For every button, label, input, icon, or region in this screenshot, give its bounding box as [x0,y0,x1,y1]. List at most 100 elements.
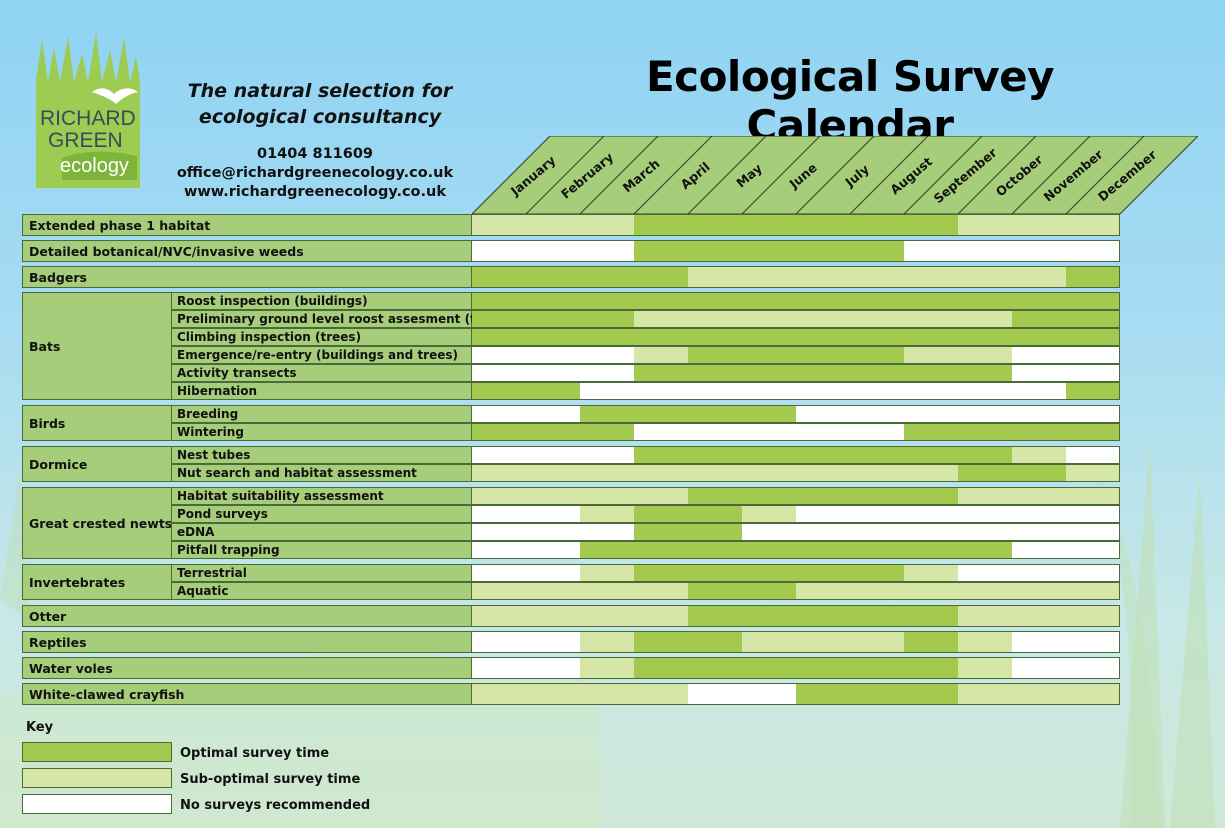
survey-period-suboptimal [472,487,688,505]
survey-period-none [742,523,1120,541]
month-divider [741,136,821,214]
group-label: Bats [22,292,172,400]
month-divider [579,136,659,214]
survey-period-suboptimal [472,605,688,627]
key-swatch-suboptimal [22,768,172,788]
logo-line1: RICHARD [40,107,136,130]
logo-wordmark: RICHARD GREEN [40,108,150,152]
subrow-label: Wintering [171,423,472,441]
subrow-label: Pond surveys [171,505,472,523]
survey-period-none [472,446,634,464]
survey-period-suboptimal [904,346,1012,364]
group-label: Water voles [22,657,472,679]
survey-period-suboptimal [742,631,904,653]
tagline: The natural selection for ecological con… [170,78,470,130]
survey-period-none [472,631,580,653]
survey-period-suboptimal [580,564,634,582]
group-label: Badgers [22,266,472,288]
survey-period-optimal [472,328,1120,346]
survey-period-optimal [688,487,958,505]
survey-period-optimal [634,523,742,541]
survey-period-optimal [1012,310,1120,328]
survey-period-none [472,657,580,679]
survey-period-optimal [1066,382,1120,400]
group-label: Extended phase 1 habitat [22,214,472,236]
survey-period-optimal [904,423,1120,441]
subrow-label: Nut search and habitat assessment [171,464,472,482]
contact-info: 01404 811609 office@richardgreenecology.… [170,145,460,202]
subrow-label: Nest tubes [171,446,472,464]
survey-period-none [472,405,580,423]
survey-period-none [472,505,580,523]
group-label: White-clawed crayfish [22,683,472,705]
survey-period-none [796,405,1120,423]
tagline-line2: ecological consultancy [198,106,442,128]
subrow-label: Hibernation [171,382,472,400]
survey-period-suboptimal [472,214,634,236]
website-link[interactable]: www.richardgreenecology.co.uk [183,184,446,200]
survey-period-optimal [634,564,904,582]
survey-period-none [472,523,634,541]
survey-period-optimal [1066,266,1120,288]
month-divider [1011,136,1091,214]
survey-period-optimal [634,364,1012,382]
survey-period-none [634,423,904,441]
survey-period-suboptimal [958,214,1120,236]
month-divider [1065,136,1145,214]
subrow-label: eDNA [171,523,472,541]
survey-period-none [1012,657,1120,679]
subrow-label: Pitfall trapping [171,541,472,559]
survey-period-suboptimal [472,464,958,482]
survey-period-none [688,683,796,705]
survey-period-optimal [634,240,904,262]
survey-period-none [472,541,580,559]
survey-period-suboptimal [958,605,1120,627]
group-label: Detailed botanical/NVC/invasive weeds [22,240,472,262]
survey-period-suboptimal [1066,464,1120,482]
key-label-optimal: Optimal survey time [180,746,330,761]
survey-period-optimal [688,605,958,627]
key-label-suboptimal: Sub-optimal survey time [180,772,361,787]
survey-period-none [472,364,634,382]
survey-period-optimal [472,423,634,441]
subrow-label: Emergence/re-entry (buildings and trees) [171,346,472,364]
survey-period-optimal [688,582,796,600]
survey-period-none [1012,541,1120,559]
survey-period-optimal [472,266,688,288]
survey-period-none [1066,446,1120,464]
survey-period-none [958,564,1120,582]
subrow-label: Preliminary ground level roost assesment… [171,310,511,328]
survey-period-optimal [634,214,958,236]
survey-period-suboptimal [580,631,634,653]
survey-period-none [472,240,634,262]
survey-period-none [904,240,1120,262]
survey-period-none [472,564,580,582]
month-divider [687,136,767,214]
survey-period-suboptimal [958,657,1012,679]
survey-period-suboptimal [742,505,796,523]
survey-period-suboptimal [472,683,688,705]
month-header: January February March April May June July Augu… [472,136,1198,214]
survey-period-none [1012,364,1120,382]
survey-period-suboptimal [1012,446,1066,464]
page-title: Ecological Survey Calendar [645,52,1055,150]
survey-period-optimal [472,292,1120,310]
subrow-label: Breeding [171,405,472,423]
survey-period-none [1012,631,1120,653]
month-divider [957,136,1037,214]
email-address[interactable]: office@richardgreenecology.co.uk [176,165,454,181]
group-label: Invertebrates [22,564,172,600]
subrow-label: Terrestrial [171,564,472,582]
survey-period-suboptimal [958,487,1120,505]
survey-period-optimal [688,346,904,364]
survey-period-suboptimal [580,505,634,523]
key-label-none: No surveys recommended [180,798,371,813]
key-swatch-none [22,794,172,814]
month-divider [633,136,713,214]
month-divider [525,136,605,214]
tagline-line1: The natural selection for [187,80,453,102]
survey-period-optimal [634,631,742,653]
survey-period-optimal [580,405,796,423]
survey-period-optimal [796,683,958,705]
group-label: Dormice [22,446,172,482]
